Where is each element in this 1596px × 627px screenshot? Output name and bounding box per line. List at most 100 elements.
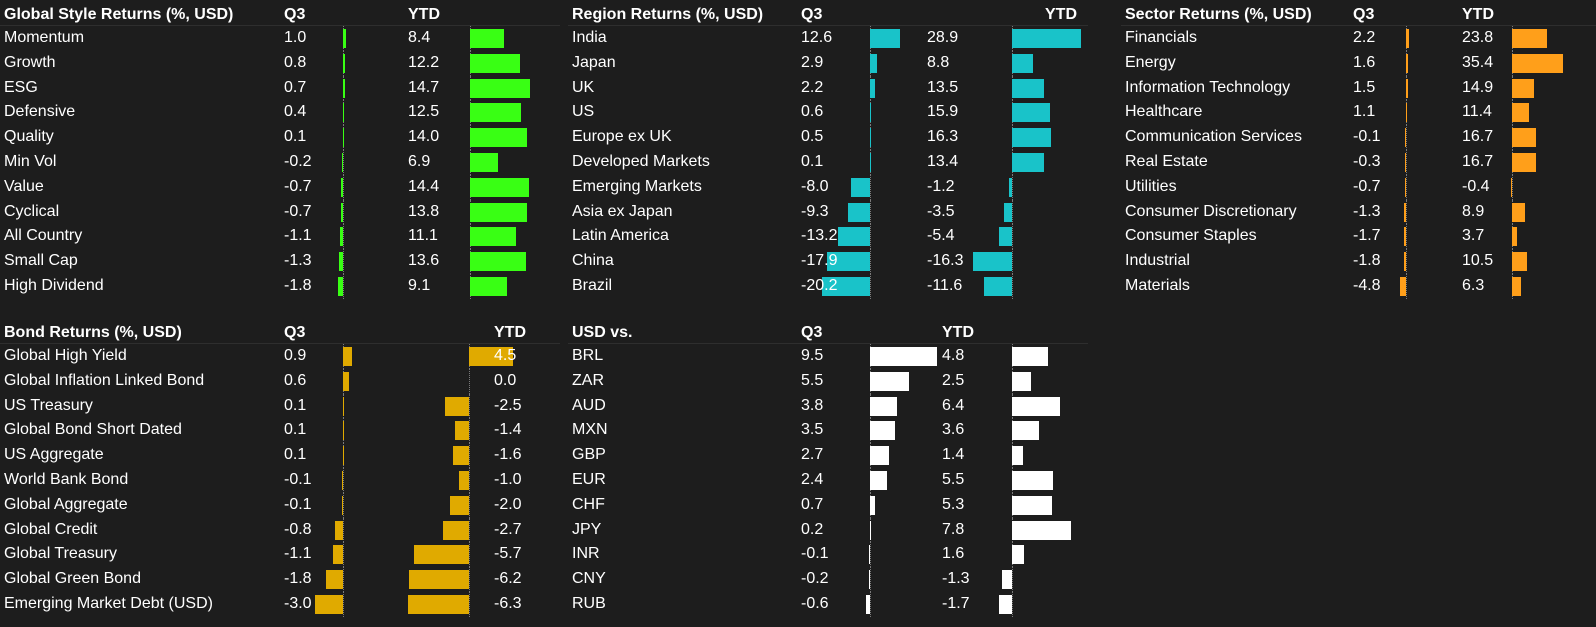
ytd-value: 28.9 bbox=[927, 29, 959, 46]
q3-bar bbox=[870, 396, 897, 416]
q3-value: -8.0 bbox=[801, 177, 829, 195]
q3-bar bbox=[870, 153, 871, 172]
ytd-value: 9.1 bbox=[408, 277, 431, 294]
ytd-bar bbox=[455, 421, 469, 441]
q3-bar bbox=[343, 29, 346, 48]
ytd-bar bbox=[1012, 545, 1024, 565]
ytd-value: 3.6 bbox=[942, 421, 965, 439]
ytd-value: 2.5 bbox=[942, 371, 965, 389]
ytd-bar bbox=[453, 446, 469, 466]
q3-value: -4.8 bbox=[1353, 277, 1381, 294]
q3-bar bbox=[870, 78, 876, 98]
row-label: Communication Services bbox=[1125, 128, 1302, 146]
ytd-value: -1.2 bbox=[927, 177, 955, 195]
ytd-bar bbox=[470, 78, 531, 98]
row-label: Energy bbox=[1125, 53, 1176, 71]
table-row: Global Bond Short Dated 0.1 -1.4 bbox=[0, 418, 560, 444]
ytd-bar bbox=[1012, 347, 1048, 366]
row-label: High Dividend bbox=[4, 277, 104, 294]
table-row: Emerging Markets -8.0 -1.2 bbox=[568, 174, 1088, 200]
q3-bar bbox=[1406, 53, 1408, 73]
q3-zero-axis bbox=[343, 174, 344, 200]
column-header-q3: Q3 bbox=[801, 6, 823, 23]
row-label: ZAR bbox=[572, 371, 604, 389]
ytd-bar bbox=[407, 595, 469, 614]
table-row: Global Green Bond -1.8 -6.2 bbox=[0, 567, 560, 592]
table-row: US 0.6 15.9 bbox=[568, 100, 1088, 126]
table-row: Min Vol -0.2 6.9 bbox=[0, 150, 560, 175]
q3-value: 9.5 bbox=[801, 347, 824, 364]
q3-value: -17.9 bbox=[801, 252, 838, 270]
table-header: USD vs. Q3 YTD bbox=[568, 321, 1088, 344]
ytd-zero-axis bbox=[1012, 567, 1013, 592]
ytd-value: 14.7 bbox=[408, 78, 440, 96]
q3-bar bbox=[870, 29, 901, 48]
row-label: UK bbox=[572, 78, 595, 96]
table-row: CHF 0.7 5.3 bbox=[568, 492, 1088, 518]
table-row: Financials 2.2 23.8 bbox=[1121, 26, 1596, 51]
q3-zero-axis bbox=[870, 174, 871, 200]
ytd-value: -6.3 bbox=[494, 595, 522, 612]
row-label: US Treasury bbox=[4, 396, 93, 414]
row-label: Latin America bbox=[572, 227, 669, 245]
ytd-value: 6.3 bbox=[1462, 277, 1485, 294]
table-row: Japan 2.9 8.8 bbox=[568, 50, 1088, 76]
row-label: Information Technology bbox=[1125, 78, 1291, 96]
q3-bar bbox=[339, 252, 343, 272]
ytd-bar bbox=[470, 177, 530, 197]
q3-bar bbox=[332, 545, 343, 565]
q3-value: 5.5 bbox=[801, 371, 824, 389]
column-header-ytd: YTD bbox=[1462, 6, 1494, 23]
ytd-value: 7.8 bbox=[942, 520, 965, 538]
row-label: India bbox=[572, 29, 607, 46]
table-title: Region Returns (%, USD) bbox=[572, 6, 764, 23]
table-row: AUD 3.8 6.4 bbox=[568, 393, 1088, 419]
q3-value: -0.2 bbox=[801, 570, 829, 588]
q3-bar bbox=[343, 103, 345, 123]
ytd-bar bbox=[1512, 153, 1537, 172]
row-label: GBP bbox=[572, 446, 606, 464]
ytd-zero-axis bbox=[469, 492, 470, 518]
table-row: Communication Services -0.1 16.7 bbox=[1121, 125, 1596, 150]
ytd-value: 8.9 bbox=[1462, 202, 1485, 220]
q3-value: 0.5 bbox=[801, 128, 824, 146]
row-label: Quality bbox=[4, 128, 54, 146]
ytd-value: -1.0 bbox=[494, 471, 522, 488]
q3-value: 0.7 bbox=[801, 495, 824, 513]
table-row: Global Inflation Linked Bond 0.6 0.0 bbox=[0, 368, 560, 394]
table-row: US Aggregate 0.1 -1.6 bbox=[0, 443, 560, 468]
table-row: Asia ex Japan -9.3 -3.5 bbox=[568, 199, 1088, 225]
ytd-bar bbox=[459, 471, 469, 490]
ytd-bar bbox=[1012, 78, 1045, 98]
q3-bar bbox=[865, 595, 870, 614]
ytd-bar bbox=[470, 53, 521, 73]
q3-value: -1.1 bbox=[284, 227, 312, 245]
ytd-bar bbox=[470, 227, 516, 247]
ytd-value: 8.8 bbox=[927, 53, 950, 71]
q3-zero-axis bbox=[1406, 174, 1407, 200]
q3-bar bbox=[340, 177, 343, 197]
q3-bar bbox=[339, 227, 343, 247]
row-label: Emerging Markets bbox=[572, 177, 702, 195]
q3-value: -1.8 bbox=[284, 277, 312, 294]
column-header-q3: Q3 bbox=[284, 6, 306, 23]
ytd-zero-axis bbox=[469, 418, 470, 444]
q3-value: -0.7 bbox=[1353, 177, 1381, 195]
q3-value: 2.2 bbox=[801, 78, 824, 96]
row-label: Small Cap bbox=[4, 252, 78, 270]
row-label: Industrial bbox=[1125, 252, 1190, 270]
q3-value: -1.7 bbox=[1353, 227, 1381, 245]
row-label: CHF bbox=[572, 495, 605, 513]
q3-zero-axis bbox=[343, 274, 344, 299]
q3-value: 0.6 bbox=[801, 103, 824, 121]
q3-value: 1.5 bbox=[1353, 78, 1376, 96]
ytd-bar bbox=[1512, 277, 1522, 296]
q3-bar bbox=[342, 153, 343, 172]
q3-value: -0.3 bbox=[1353, 153, 1381, 170]
row-label: Global Inflation Linked Bond bbox=[4, 371, 205, 389]
ytd-bar bbox=[470, 252, 526, 272]
row-label: World Bank Bond bbox=[4, 471, 129, 488]
ytd-bar bbox=[1512, 227, 1518, 247]
ytd-value: 16.7 bbox=[1462, 153, 1494, 170]
q3-zero-axis bbox=[870, 567, 871, 592]
